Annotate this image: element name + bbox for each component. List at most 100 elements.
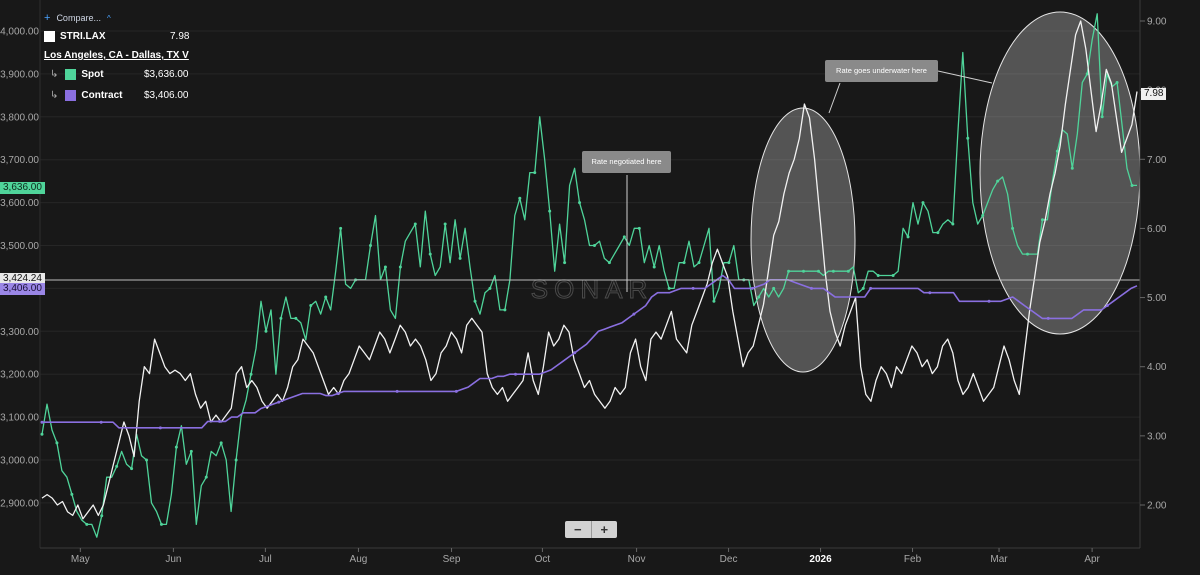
legend-main-row[interactable]: STRI.LAX 7.98 <box>44 26 189 47</box>
point-contract <box>336 392 340 396</box>
point-spot <box>294 316 298 320</box>
point-spot <box>339 226 343 230</box>
point-spot <box>1040 218 1044 222</box>
compare-label: Compare... <box>56 13 101 23</box>
watermark: SONAR <box>530 274 647 305</box>
zoom-in-button[interactable]: + <box>600 522 609 537</box>
point-spot <box>548 209 552 213</box>
point-spot <box>85 522 89 526</box>
point-spot <box>488 286 492 290</box>
legend-spot-row[interactable]: ↳ Spot $3,636.00 <box>44 64 189 85</box>
point-spot <box>637 226 641 230</box>
zoom-out-button[interactable]: − <box>565 521 592 538</box>
point-spot <box>428 252 432 256</box>
x-tick-label: Nov <box>628 554 646 565</box>
right-tick-label: 3.00 <box>1147 431 1167 442</box>
point-spot <box>563 261 567 265</box>
left-tick-label: 3,100.00 <box>0 413 39 424</box>
point-contract <box>158 426 162 430</box>
point-spot <box>996 179 1000 183</box>
point-spot <box>891 274 895 278</box>
point-spot <box>40 432 44 436</box>
point-spot <box>443 222 447 226</box>
main-swatch <box>44 31 55 42</box>
point-contract <box>454 389 458 393</box>
spot-price-tag: 3,636.00 <box>0 182 45 194</box>
point-contract <box>750 286 754 290</box>
point-spot <box>115 464 119 468</box>
left-tick-label: 3,200.00 <box>0 370 39 381</box>
point-spot <box>533 171 537 175</box>
point-contract <box>1046 316 1050 320</box>
legend-contract-row[interactable]: ↳ Contract $3,406.00 <box>44 85 189 106</box>
index-price-tag: 7.98 <box>1141 88 1167 100</box>
point-spot <box>936 231 940 235</box>
point-contract <box>40 420 44 424</box>
main-value: 7.98 <box>170 31 190 42</box>
series-line-contract <box>42 274 1138 429</box>
left-tick-label: 3,500.00 <box>0 241 39 252</box>
point-spot <box>697 261 701 265</box>
point-spot <box>458 256 462 260</box>
point-spot <box>1085 72 1089 76</box>
left-axis: 2,900.00 3,000.00 3,100.00 3,200.00 3,300.00… <box>0 27 39 510</box>
compare-button[interactable]: + Compare... ^ <box>44 10 189 26</box>
route-link[interactable]: Los Angeles, CA - Dallas, TX V <box>44 50 189 61</box>
underwater-pointer <box>828 82 841 114</box>
point-contract <box>277 400 281 404</box>
point-spot <box>592 244 596 247</box>
right-tick-label: 7.00 <box>1147 155 1167 166</box>
sub-arrow-icon: ↳ <box>50 69 59 80</box>
left-tick-label: 3,900.00 <box>0 69 39 80</box>
point-spot <box>234 458 238 462</box>
zoom-controls: − + <box>565 521 617 538</box>
point-contract <box>573 351 577 355</box>
sub-arrow-icon: ↳ <box>50 90 59 101</box>
right-tick-label: 6.00 <box>1147 224 1167 235</box>
point-contract <box>514 372 518 376</box>
point-spot <box>398 265 402 269</box>
x-tick-label: Sep <box>443 554 461 565</box>
point-spot <box>831 269 835 273</box>
right-tick-label: 4.00 <box>1147 362 1167 373</box>
contract-label: Contract <box>81 90 123 101</box>
legend: + Compare... ^ STRI.LAX 7.98 Los Angeles… <box>44 10 189 106</box>
crosshair-price-tag: 3,424.24 <box>0 273 45 285</box>
ellipse-dec-spike <box>750 107 856 373</box>
point-spot <box>1100 115 1104 119</box>
point-spot <box>846 269 850 273</box>
left-tick-label: 4,000.00 <box>0 27 39 38</box>
point-spot <box>189 449 193 453</box>
point-contract <box>632 312 636 316</box>
point-spot <box>772 286 776 290</box>
point-spot <box>324 295 328 299</box>
point-spot <box>1026 252 1029 256</box>
underwater-callout: Rate goes underwater here <box>825 60 938 82</box>
point-spot <box>249 372 253 376</box>
point-spot <box>369 244 372 247</box>
x-tick-label: Jun <box>165 554 181 565</box>
point-spot <box>816 269 820 273</box>
point-spot <box>667 286 671 290</box>
right-tick-label: 9.00 <box>1147 17 1167 28</box>
left-tick-label: 3,800.00 <box>0 112 39 123</box>
point-spot <box>219 441 223 445</box>
x-tick-label: Aug <box>350 554 368 565</box>
point-contract <box>218 419 222 423</box>
point-spot <box>578 201 582 205</box>
x-tick-label: May <box>71 554 90 565</box>
left-tick-label: 3,700.00 <box>0 155 39 166</box>
point-spot <box>279 316 283 320</box>
point-spot <box>622 235 626 239</box>
underwater-pointer-2 <box>937 70 993 84</box>
route-row[interactable]: Los Angeles, CA - Dallas, TX V <box>44 47 189 64</box>
x-tick-label: Jul <box>259 554 272 565</box>
negotiated-callout: Rate negotiated here <box>582 151 671 173</box>
point-spot <box>309 304 313 308</box>
point-contract <box>987 299 991 303</box>
point-spot <box>861 286 865 290</box>
point-contract <box>395 389 399 393</box>
x-tick-label: Apr <box>1084 554 1100 565</box>
